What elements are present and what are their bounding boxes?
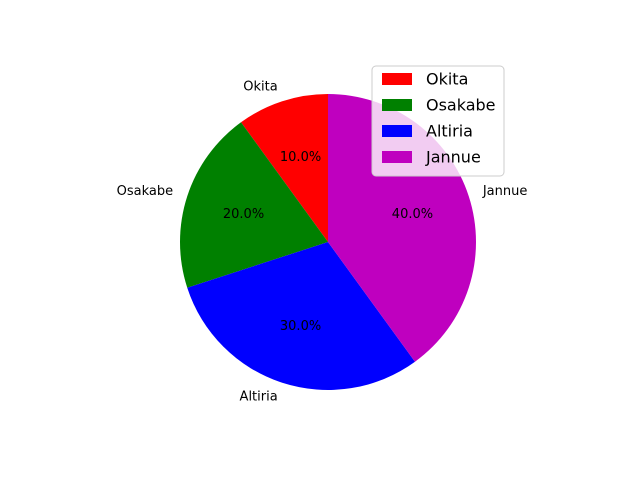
slice-label-jannue: Jannue — [482, 184, 528, 199]
percent-label-okita: 10.0% — [280, 150, 321, 165]
percent-label-osakabe: 20.0% — [223, 207, 264, 222]
pie-slice-altiria — [187, 242, 415, 390]
slice-label-osakabe: Osakabe — [117, 184, 174, 199]
legend-swatch-altiria — [382, 125, 412, 137]
pie-slice-okita — [241, 94, 328, 242]
slice-label-okita: Okita — [243, 80, 277, 95]
legend-label-jannue: Jannue — [425, 148, 481, 167]
pie-slice-osakabe — [180, 122, 328, 288]
legend-frame — [371, 65, 505, 177]
pie-outer-labels: Okita Osakabe Altiria Jannue — [117, 80, 528, 405]
legend-label-osakabe: Osakabe — [426, 96, 496, 115]
legend-swatch-jannue — [382, 151, 412, 163]
legend-swatch-osakabe — [382, 99, 412, 111]
percent-label-jannue: 40.0% — [392, 207, 433, 222]
legend: Okita Osakabe Altiria Jannue — [371, 65, 505, 177]
slice-label-altiria: Altiria — [240, 389, 278, 404]
legend-label-altiria: Altiria — [426, 122, 473, 141]
percent-label-altiria: 30.0% — [280, 319, 321, 334]
legend-swatch-okita — [382, 73, 412, 85]
pie-percent-labels: 10.0% 20.0% 30.0% 40.0% — [223, 150, 433, 334]
legend-label-okita: Okita — [426, 70, 468, 89]
